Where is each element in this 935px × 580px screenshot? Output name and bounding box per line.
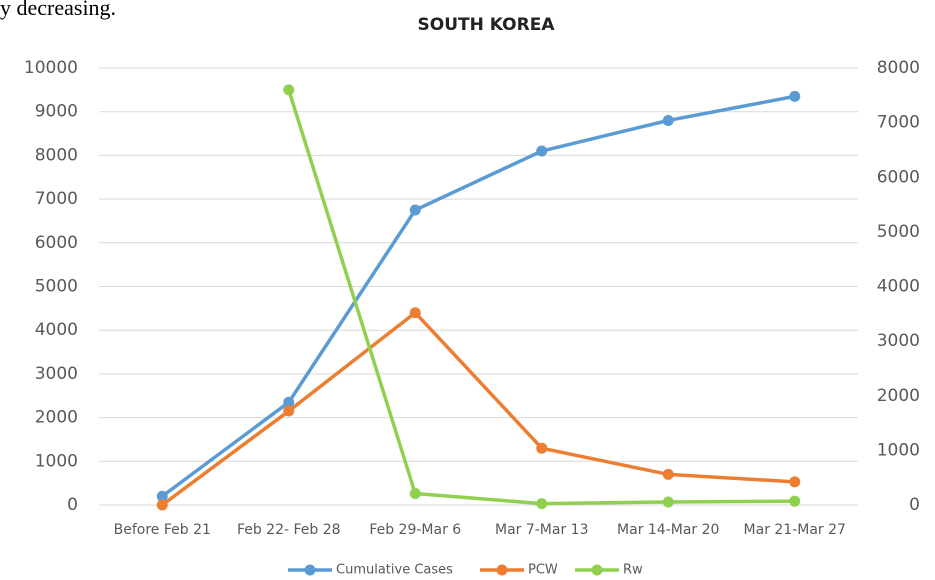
point [662,468,674,480]
legend-label: PCW [528,563,558,578]
y-tick-label: 10000 [24,58,78,78]
y2-tick-label: 0 [909,495,920,515]
y2-tick-label: 4000 [877,277,920,297]
point [789,495,801,507]
x-tick-label: Before Feb 21 [114,522,211,538]
legend-label: Cumulative Cases [336,563,453,578]
point [536,498,548,510]
legend-label: Rw [623,563,643,578]
x-tick-label: Feb 29-Mar 6 [369,522,461,538]
x-tick-label: Feb 22- Feb 28 [237,522,341,538]
x-tick-label: Mar 21-Mar 27 [744,522,846,538]
series-line [161,94,796,498]
y2-tick-label: 7000 [877,113,920,133]
y-tick-label: 9000 [35,102,78,122]
point [662,114,674,126]
x-tick-label: Mar 7-Mar 13 [495,522,589,538]
point [283,396,295,408]
y2-tick-label: 3000 [877,331,920,351]
y2-tick-label: 8000 [877,58,920,78]
legend-marker [496,564,508,576]
point [156,490,168,502]
x-tick-label: Mar 14-Mar 20 [617,522,719,538]
point [789,90,801,102]
legend-marker [304,564,316,576]
point [283,405,295,417]
caption-fragment: y decreasing. [0,0,116,20]
point [789,476,801,488]
y-tick-label: 6000 [35,233,78,253]
y-tick-label: 3000 [35,364,78,384]
point [283,84,295,96]
y-tick-label: 1000 [35,451,78,471]
y-tick-label: 4000 [35,320,78,340]
series-line [161,310,795,507]
point [662,496,674,508]
y2-tick-label: 2000 [877,386,920,406]
point [409,307,421,319]
y-tick-label: 0 [67,495,78,515]
point [536,145,548,157]
y-tick-label: 8000 [35,145,78,165]
y2-tick-label: 6000 [877,167,920,187]
point [536,442,548,454]
point [409,488,421,500]
y2-tick-label: 1000 [877,440,920,460]
point [156,499,168,511]
y2-tick-label: 5000 [877,222,920,242]
chart-title: SOUTH KOREA [418,15,556,35]
legend-marker [591,564,603,576]
y-tick-label: 5000 [35,277,78,297]
point [409,204,421,216]
y-tick-label: 2000 [35,408,78,428]
y-tick-label: 7000 [35,189,78,209]
